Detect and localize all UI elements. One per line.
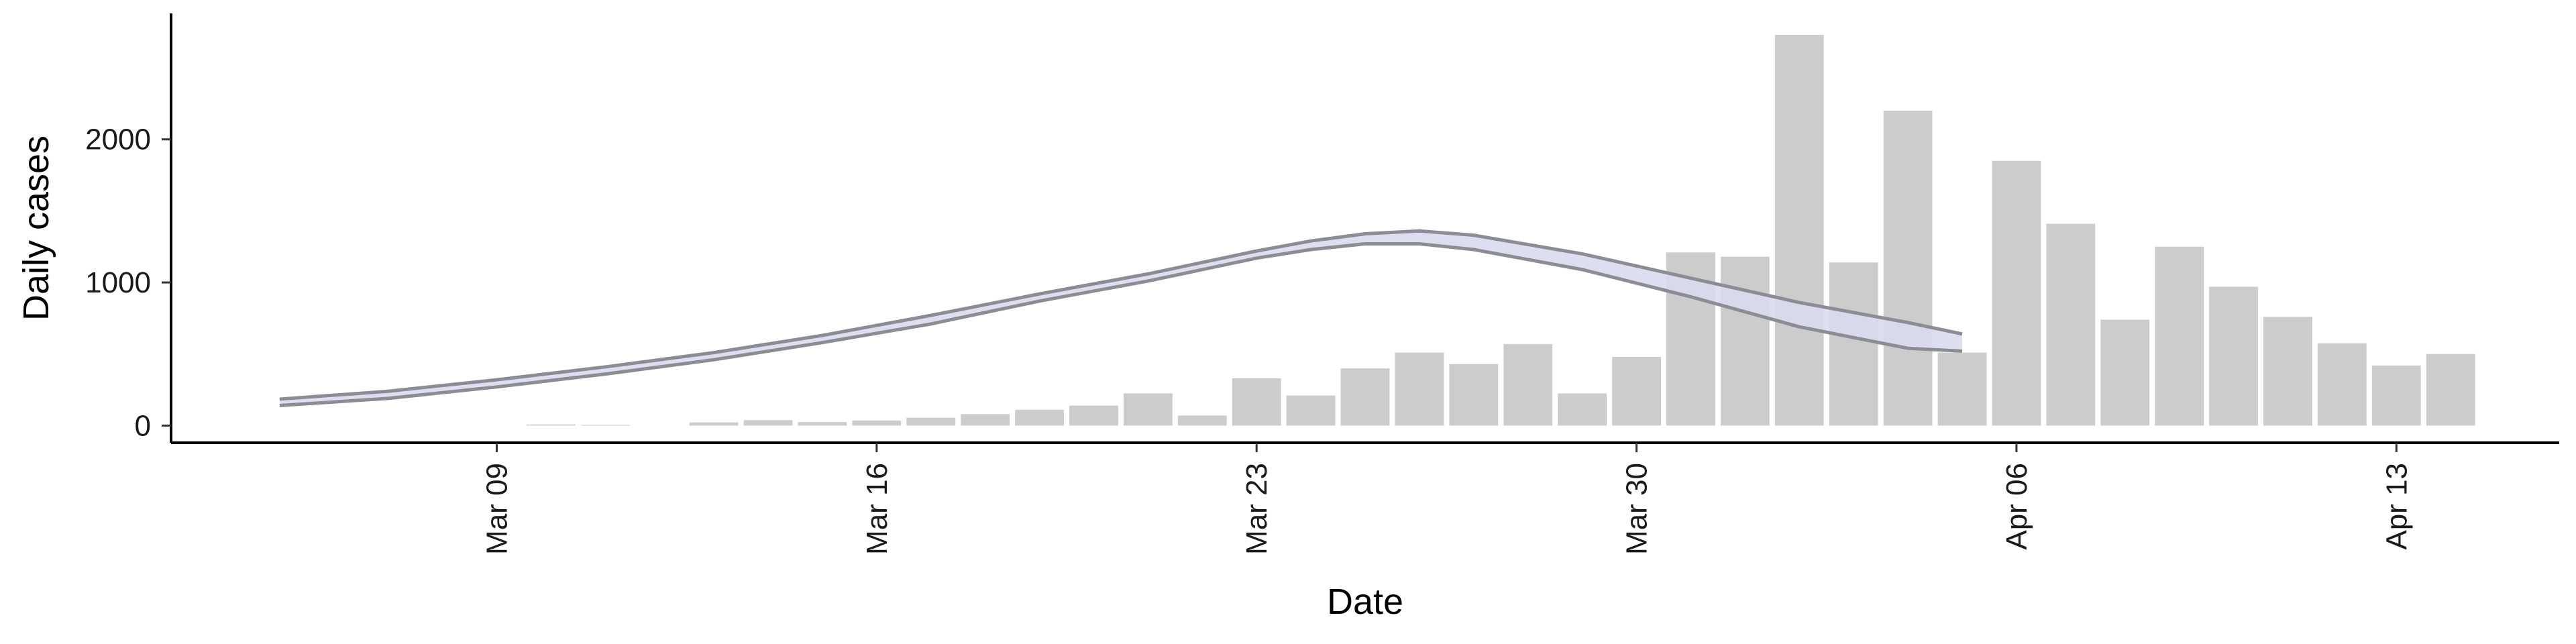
x-tick-label: Apr 06: [2000, 463, 2033, 550]
y-tick-label: 2000: [85, 123, 151, 156]
bar: [1177, 415, 1227, 426]
y-tick-label: 0: [135, 409, 151, 442]
series-lower-line: [279, 241, 1963, 408]
bar: [1123, 393, 1173, 426]
bar: [852, 420, 902, 426]
bar: [526, 424, 576, 426]
bars-layer: [526, 35, 2475, 426]
bar: [2155, 246, 2204, 426]
bar: [2371, 365, 2421, 426]
series-layer: [279, 229, 1963, 408]
x-tick-label: Mar 16: [861, 463, 894, 555]
bar: [1937, 352, 1987, 426]
series-upper-line: [279, 229, 1963, 401]
bar: [1829, 262, 1878, 426]
bar: [1286, 395, 1336, 426]
bar: [2046, 223, 2096, 426]
bar: [1612, 357, 1661, 426]
bar: [743, 420, 793, 426]
series-band: [279, 231, 1963, 406]
bar: [1340, 368, 1390, 426]
x-axis-title: Date: [1327, 582, 1403, 622]
x-tick-label: Mar 30: [1621, 463, 1654, 555]
bar: [689, 422, 739, 426]
x-tick-label: Apr 13: [2380, 463, 2413, 550]
bar: [2209, 286, 2258, 426]
bar: [961, 414, 1010, 426]
bar: [1015, 409, 1064, 426]
bar: [1503, 343, 1553, 426]
axes-layer: [162, 13, 2559, 452]
bar: [1558, 393, 1607, 426]
bar: [1720, 256, 1770, 426]
y-tick-label: 1000: [85, 266, 151, 299]
x-tick-label: Mar 23: [1240, 463, 1273, 555]
bar: [1883, 111, 1933, 426]
bar: [1069, 405, 1118, 426]
bar: [2263, 317, 2312, 426]
bar: [1395, 352, 1444, 426]
bar: [2426, 354, 2475, 426]
bar: [2317, 343, 2367, 426]
labels-layer: 0 1000 2000 Mar 09 Mar 16 Mar 23 Mar 30 Apr 06 A…: [16, 123, 2413, 622]
bar: [2100, 319, 2150, 426]
bar: [906, 417, 956, 426]
y-axis-title: Daily cases: [16, 136, 56, 321]
bar: [1232, 378, 1281, 426]
x-tick-label: Mar 09: [480, 463, 513, 555]
bar: [798, 422, 847, 426]
bar: [1774, 35, 1824, 426]
bar: [1992, 160, 2041, 426]
bar: [1449, 364, 1499, 426]
